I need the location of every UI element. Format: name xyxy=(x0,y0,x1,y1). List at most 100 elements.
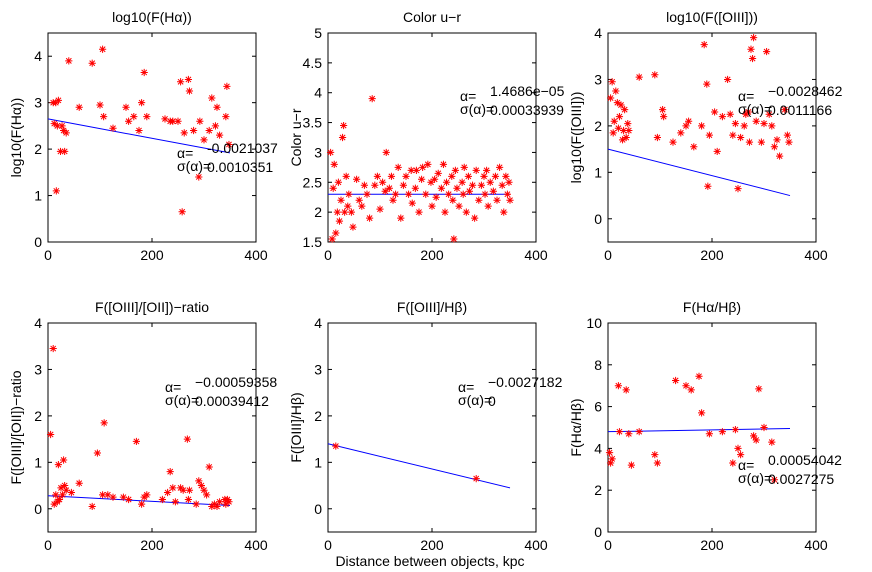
data-point xyxy=(484,202,492,210)
data-point xyxy=(651,451,659,459)
data-point xyxy=(610,117,618,125)
data-point xyxy=(615,428,624,436)
data-point xyxy=(625,430,633,438)
y-tick-label: 2 xyxy=(594,482,602,498)
alpha-label: α= xyxy=(738,88,754,104)
sigma-value: 0.0010351 xyxy=(207,159,273,175)
y-tick-label: 3 xyxy=(314,361,322,377)
data-point xyxy=(174,117,182,125)
data-point xyxy=(458,178,466,186)
data-point xyxy=(635,73,643,81)
data-point xyxy=(744,108,752,116)
x-tick-label: 200 xyxy=(420,537,444,553)
data-point xyxy=(768,438,776,446)
data-point xyxy=(608,78,616,86)
y-tick-label: 3 xyxy=(594,71,602,87)
data-point xyxy=(347,208,355,216)
data-point xyxy=(399,181,407,189)
data-point xyxy=(211,122,220,130)
data-point xyxy=(669,138,677,146)
data-point xyxy=(502,172,510,180)
data-point xyxy=(332,229,340,237)
data-point xyxy=(757,138,765,146)
data-point xyxy=(192,500,200,508)
y-tick-label: 2 xyxy=(314,204,322,220)
sigma-value: 0.00039412 xyxy=(195,393,269,409)
data-point xyxy=(734,184,742,193)
data-point xyxy=(465,187,474,195)
y-tick-label: 3 xyxy=(34,361,42,377)
data-point xyxy=(205,463,213,471)
data-point xyxy=(158,495,166,504)
data-point xyxy=(140,68,148,77)
subplot-5: F([OIII]/Hβ) F([OIII]/Hβ) 0 200 400 0 1 2 3 4 α= −0… xyxy=(288,299,563,553)
data-point xyxy=(441,208,449,216)
data-point xyxy=(327,148,335,157)
data-point xyxy=(109,124,117,132)
data-point xyxy=(341,208,349,216)
data-point xyxy=(763,47,771,56)
y-tick-label: 2 xyxy=(594,118,602,134)
x-tick-label: 0 xyxy=(324,247,332,263)
data-point xyxy=(353,175,361,183)
data-point xyxy=(698,409,706,417)
x-tick-label: 0 xyxy=(324,537,332,553)
data-point xyxy=(765,110,773,118)
x-tick-label: 400 xyxy=(804,247,828,263)
data-point xyxy=(726,110,734,118)
data-point xyxy=(477,181,485,189)
data-point xyxy=(54,96,62,104)
data-point xyxy=(208,94,216,102)
data-point xyxy=(52,187,60,195)
data-point xyxy=(687,386,695,394)
y-axis-label: F(Hα/Hβ) xyxy=(568,398,584,456)
data-point xyxy=(52,491,60,499)
data-point xyxy=(178,208,186,216)
subplot-1: log10(F(Hα)) log10(F(Hα)) 0 200 400 0 1 2 3 4 α= -0… xyxy=(8,9,278,263)
sigma-label: σ(α)= xyxy=(458,392,492,408)
data-point xyxy=(385,184,393,192)
data-point xyxy=(225,498,233,506)
data-point xyxy=(752,117,760,125)
data-point xyxy=(88,502,96,511)
data-point xyxy=(185,486,194,494)
data-point xyxy=(612,87,620,95)
data-point xyxy=(171,498,179,506)
data-point xyxy=(627,461,635,469)
data-point xyxy=(431,175,439,183)
data-point xyxy=(58,122,66,130)
data-point xyxy=(660,113,668,121)
data-point xyxy=(653,133,661,142)
fit-line xyxy=(607,148,791,197)
data-point xyxy=(737,451,745,459)
data-point xyxy=(62,486,70,494)
data-point xyxy=(685,117,693,125)
data-point xyxy=(119,493,127,501)
data-point xyxy=(223,495,231,504)
data-point xyxy=(464,172,472,180)
data-point xyxy=(496,163,504,171)
data-point xyxy=(419,163,427,171)
data-point xyxy=(340,121,348,130)
data-point xyxy=(379,178,387,186)
data-point xyxy=(506,196,514,204)
data-point xyxy=(195,477,203,485)
x-tick-label: 400 xyxy=(524,537,548,553)
data-point xyxy=(67,488,75,497)
y-tick-label: 4 xyxy=(594,25,602,41)
data-point xyxy=(486,178,494,186)
y-tick-label: 1.5 xyxy=(303,234,323,250)
x-tick-label: 200 xyxy=(140,537,164,553)
y-tick-label: 4 xyxy=(34,48,42,64)
data-point xyxy=(143,113,151,121)
data-point xyxy=(130,113,138,121)
y-tick-label: 4 xyxy=(594,440,602,456)
data-point xyxy=(740,122,748,130)
data-point xyxy=(483,166,491,174)
data-point xyxy=(337,196,345,204)
data-point xyxy=(448,172,456,180)
data-point xyxy=(615,113,624,121)
plot-frame xyxy=(47,32,257,243)
data-point xyxy=(607,459,615,467)
